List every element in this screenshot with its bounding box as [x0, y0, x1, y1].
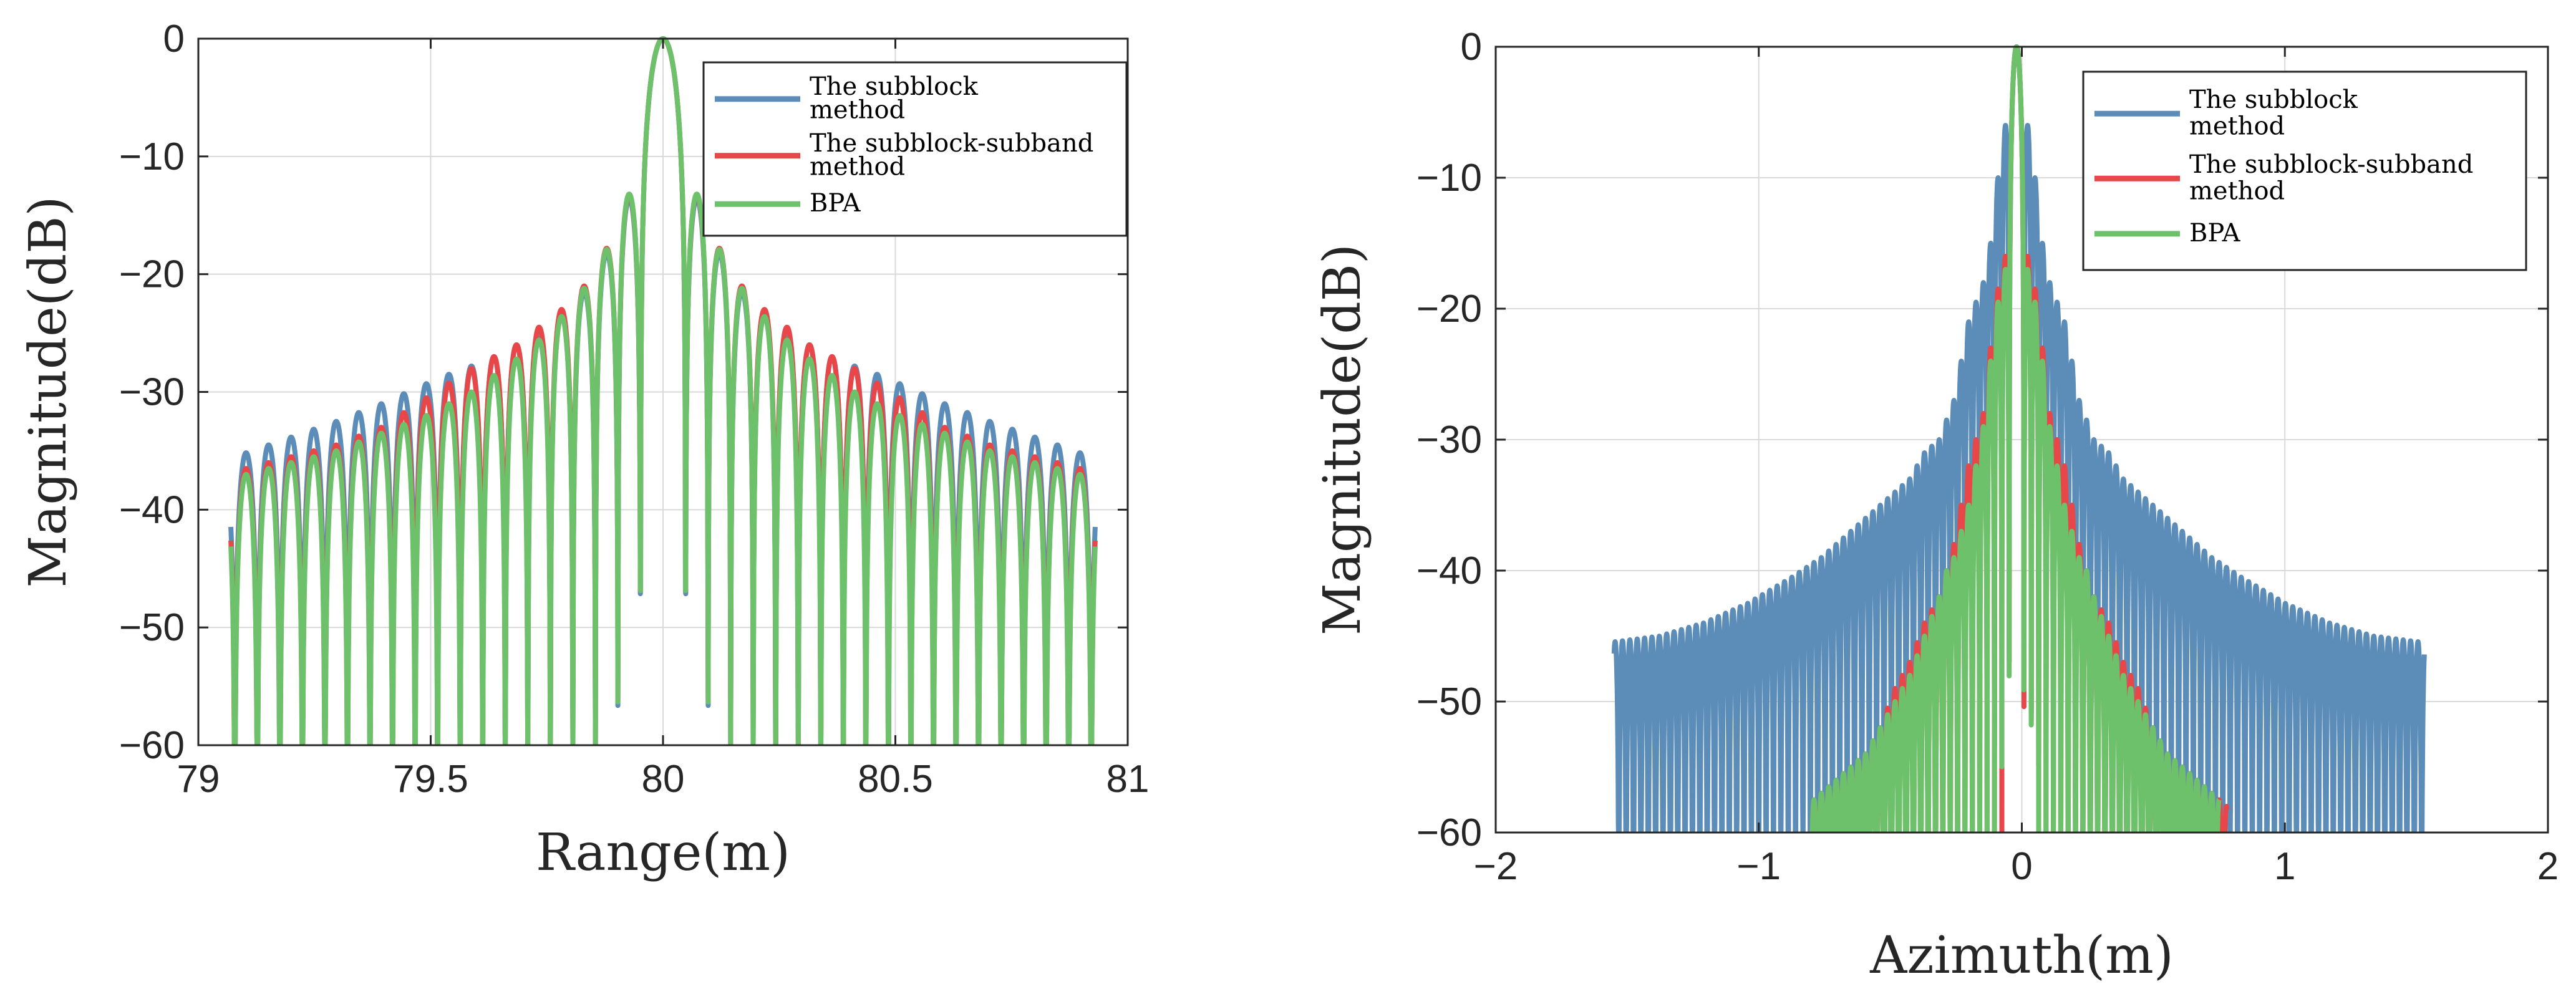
x-tick-label: 79.5 [393, 758, 468, 801]
y-tick-label: −10 [1416, 157, 1482, 200]
y-tick-label: −50 [1416, 680, 1482, 723]
y-tick-label: −30 [1416, 418, 1482, 461]
y-tick-label: −60 [1416, 811, 1482, 854]
legend-label-subblock-subband-line-2: method [810, 152, 905, 181]
x-tick-label: 2 [2537, 845, 2559, 888]
series-bpa [1809, 44, 2222, 833]
legend-label-subblock-line-2: method [810, 96, 905, 125]
x-tick-label: 80.5 [858, 758, 933, 801]
y-tick-label: −50 [119, 606, 185, 649]
y-tick-label: 0 [1461, 26, 1482, 69]
series-lines [1611, 44, 2427, 833]
y-tick-label: −20 [1416, 287, 1482, 331]
x-tick-label: 0 [2011, 845, 2032, 888]
axis-ticks: −2 −1 0 1 2−60−50−40−30−20−100 [1416, 26, 2559, 888]
range-profile-chart: 79 79.5 80 80.5 81 −60 −50 −40 −30 −20 −10 0 Range(… [19, 17, 1149, 882]
x-tick-label: 80 [642, 758, 685, 801]
y-tick-label: −60 [119, 724, 185, 767]
y-tick-label: −40 [1416, 549, 1482, 592]
x-tick-label: 1 [2274, 845, 2295, 888]
x-tick-label: −2 [1474, 845, 1518, 888]
y-tick-label: −30 [119, 371, 185, 414]
x-tick-label: 81 [1106, 758, 1150, 801]
legend-label-subblock-line-1: The subblock [2189, 85, 2358, 114]
legend-label-subblock-subband-line-1: The subblock-subband [2189, 150, 2473, 179]
azimuth-profile-chart: −2 −1 0 1 2−60−50−40−30−20−100 Azimuth(m) Ma… [1313, 26, 2559, 985]
legend-box [2082, 70, 2527, 271]
x-axis-title: Range(m) [536, 823, 790, 882]
legend-label-subblock-line-1: The subblock [810, 72, 979, 101]
y-axis-title: Magnitude(dB) [1313, 244, 1372, 635]
y-axis-title: Magnitude(dB) [19, 196, 78, 588]
y-tick-label: −10 [119, 135, 185, 178]
legend: The subblock method The subblock-subband… [702, 61, 1128, 237]
legend-label-bpa: BPA [810, 189, 861, 218]
legend-label-subblock-subband-line-2: method [2189, 177, 2285, 206]
y-tick-label: −40 [119, 488, 185, 531]
x-tick-label: 79 [177, 758, 220, 801]
x-axis-title: Azimuth(m) [1869, 926, 2174, 985]
x-tick-label: −1 [1736, 845, 1781, 888]
legend-label-subblock-subband-line-1: The subblock-subband [810, 129, 1093, 158]
legend: The subblock method The subblock-subband… [2082, 70, 2527, 271]
y-tick-label: −20 [119, 253, 185, 296]
axis-ticks: 79 79.5 80 80.5 81 −60 −50 −40 −30 −20 −10 0 [119, 17, 1150, 801]
legend-label-subblock-line-2: method [2189, 112, 2285, 141]
legend-label-bpa: BPA [2189, 219, 2241, 248]
y-tick-label: 0 [163, 17, 185, 60]
